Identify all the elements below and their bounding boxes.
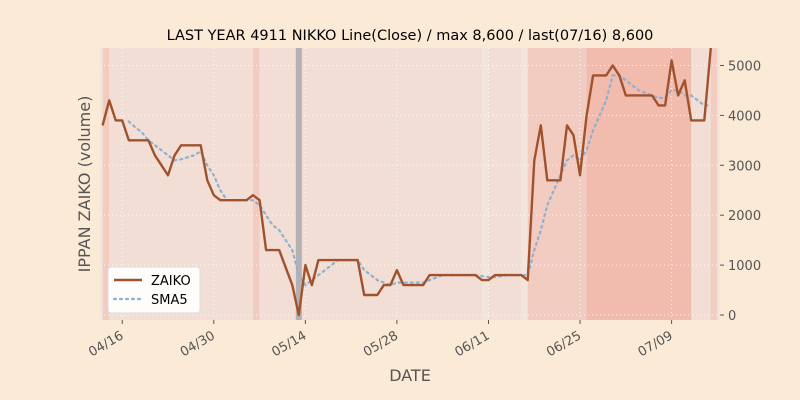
gridlines xyxy=(100,48,720,320)
series-line-zaiko xyxy=(101,47,712,317)
y-axis-label: IPPAN ZAIKO (volume) xyxy=(75,96,94,273)
series-layer xyxy=(101,47,712,317)
y-tick-label: 5000 xyxy=(728,59,761,74)
background-band xyxy=(691,48,711,320)
background-band xyxy=(586,48,692,320)
highlight-marker xyxy=(295,48,302,320)
y-tick-label: 2000 xyxy=(728,209,761,224)
y-axis: 0 1000 2000 3000 4000 5000 xyxy=(720,59,761,324)
legend: ZAIKO SMA5 xyxy=(107,266,201,314)
series-line-sma5 xyxy=(127,74,712,287)
highlight-bar xyxy=(295,48,302,320)
background-bands xyxy=(102,48,718,320)
y-tick-label: 4000 xyxy=(728,109,761,124)
y-tick-label: 1000 xyxy=(728,259,761,274)
background-band xyxy=(488,48,522,320)
background-band xyxy=(710,48,718,320)
legend-label-sma5: SMA5 xyxy=(151,293,188,308)
chart-title: LAST YEAR 4911 NIKKO Line(Close) / max 8… xyxy=(167,28,654,44)
background-band xyxy=(527,48,587,320)
background-band xyxy=(318,48,371,320)
background-band xyxy=(403,48,430,320)
background-band xyxy=(253,48,260,320)
y-tick-label: 0 xyxy=(728,309,736,324)
background-band xyxy=(429,48,482,320)
x-axis-label: DATE xyxy=(389,366,431,385)
legend-box xyxy=(107,266,201,314)
legend-label-zaiko: ZAIKO xyxy=(151,274,191,289)
background-band xyxy=(213,48,254,320)
background-band xyxy=(102,48,110,320)
y-tick-label: 3000 xyxy=(728,159,761,174)
